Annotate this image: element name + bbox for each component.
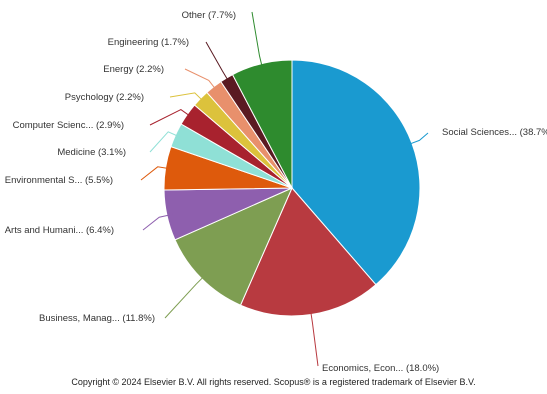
- slice-label: Social Sciences... (38.7%): [442, 127, 547, 138]
- leader-line: [149, 131, 182, 153]
- slice-label: Psychology (2.2%): [65, 92, 144, 103]
- leader-line: [251, 11, 264, 70]
- slice-label: Computer Scienc... (2.9%): [13, 120, 124, 131]
- leader-line: [309, 308, 319, 367]
- leader-line: [184, 68, 218, 92]
- copyright-notice: Copyright © 2024 Elsevier B.V. All right…: [71, 377, 476, 387]
- slice-label: Energy (2.2%): [103, 64, 164, 75]
- leader-lines: [140, 11, 429, 367]
- leader-line: [142, 213, 173, 231]
- leader-line: [164, 274, 207, 319]
- leader-line: [406, 132, 429, 146]
- slice-label: Arts and Humani... (6.4%): [5, 225, 114, 236]
- leader-line: [205, 41, 231, 84]
- slice-label: Engineering (1.7%): [108, 37, 189, 48]
- slice-label: Business, Manag... (11.8%): [39, 313, 155, 324]
- slice-label: Economics, Econ... (18.0%): [322, 363, 439, 374]
- leader-line: [169, 92, 206, 104]
- slice-labels: Social Sciences... (38.7%) Economics, Eco…: [5, 10, 547, 374]
- leader-line: [140, 166, 172, 181]
- slice-label: Environmental S... (5.5%): [5, 175, 113, 186]
- slice-label: Medicine (3.1%): [57, 147, 126, 158]
- slice-label: Other (7.7%): [182, 10, 236, 21]
- leader-line: [149, 109, 193, 126]
